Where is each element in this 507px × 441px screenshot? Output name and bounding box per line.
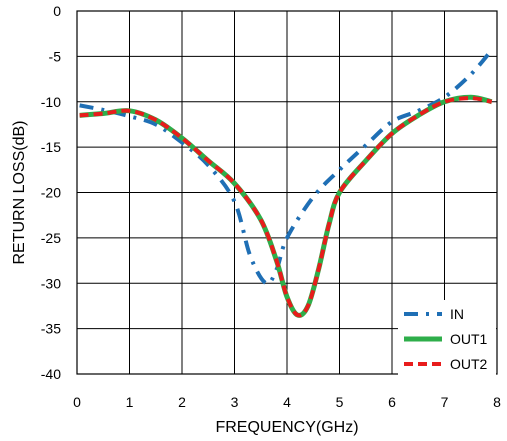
y-tick-label-1: -5	[49, 48, 62, 64]
x-tick-label-1: 1	[126, 394, 134, 410]
y-tick-label-7: -35	[41, 321, 61, 337]
x-tick-label-6: 6	[388, 394, 396, 410]
y-tick-label-0: 0	[53, 3, 61, 19]
x-tick-label-5: 5	[336, 394, 344, 410]
y-tick-label-6: -30	[41, 275, 61, 291]
y-tick-label-4: -20	[41, 185, 61, 201]
x-tick-label-3: 3	[231, 394, 239, 410]
series-line-out2	[79, 96, 493, 318]
legend-label-out2: OUT2	[450, 356, 488, 372]
x-tick-label-4: 4	[283, 394, 291, 410]
y-tick-label-5: -25	[41, 230, 61, 246]
x-tick-label-7: 7	[441, 394, 449, 410]
y-tick-labels: 0 -5 -10 -15 -20 -25 -30 -35 -40	[41, 3, 61, 382]
x-tick-label-2: 2	[178, 394, 186, 410]
series-layer	[79, 48, 494, 318]
legend: IN OUT1 OUT2	[398, 300, 496, 379]
y-tick-label-2: -10	[41, 94, 61, 110]
series-line-out1	[79, 94, 493, 318]
x-axis-title: FREQUENCY(GHz)	[215, 419, 358, 436]
y-tick-label-3: -15	[41, 139, 61, 155]
x-tick-label-8: 8	[493, 394, 501, 410]
plot-border	[76, 10, 498, 375]
y-axis-title: RETURN LOSS(dB)	[11, 120, 28, 264]
legend-label-in: IN	[450, 306, 464, 322]
y-tick-label-8: -40	[41, 366, 61, 382]
legend-label-out1: OUT1	[450, 331, 488, 347]
x-tick-labels: 0 1 2 3 4 5 6 7 8	[73, 394, 501, 410]
x-tick-label-0: 0	[73, 394, 81, 410]
series-line-in	[79, 48, 494, 286]
